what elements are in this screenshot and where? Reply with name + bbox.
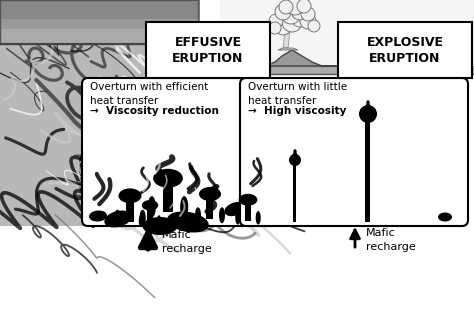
- Text: EFFUSIVE
ERUPTION: EFFUSIVE ERUPTION: [173, 35, 244, 64]
- Ellipse shape: [143, 217, 177, 235]
- Circle shape: [282, 12, 302, 32]
- FancyBboxPatch shape: [146, 22, 270, 78]
- Text: Overturn with efficient
heat transfer: Overturn with efficient heat transfer: [90, 82, 208, 106]
- Circle shape: [297, 0, 311, 13]
- Ellipse shape: [157, 215, 161, 227]
- Polygon shape: [278, 48, 298, 50]
- Bar: [207, 194, 213, 219]
- Text: Overturn with little
heat transfer: Overturn with little heat transfer: [248, 82, 347, 106]
- Bar: [293, 160, 297, 222]
- Ellipse shape: [167, 211, 209, 232]
- Bar: [0, 0, 200, 226]
- Ellipse shape: [195, 207, 201, 223]
- Ellipse shape: [142, 200, 158, 210]
- Ellipse shape: [148, 196, 156, 218]
- Bar: [365, 114, 371, 222]
- Ellipse shape: [438, 212, 452, 221]
- Text: EXPLOSIVE
ERUPTION: EXPLOSIVE ERUPTION: [366, 35, 444, 64]
- Ellipse shape: [180, 196, 188, 218]
- Bar: [0, 0, 200, 44]
- Ellipse shape: [153, 169, 183, 188]
- Circle shape: [291, 2, 309, 20]
- Ellipse shape: [255, 211, 261, 224]
- Ellipse shape: [139, 210, 146, 226]
- Circle shape: [286, 0, 304, 15]
- FancyBboxPatch shape: [240, 78, 468, 226]
- Ellipse shape: [238, 194, 257, 206]
- Circle shape: [269, 22, 281, 34]
- Circle shape: [274, 17, 292, 35]
- Bar: [127, 196, 134, 222]
- Circle shape: [289, 154, 301, 166]
- Bar: [245, 200, 251, 221]
- Text: →  High viscosity: → High viscosity: [248, 106, 346, 116]
- Ellipse shape: [118, 188, 142, 203]
- Bar: [147, 205, 153, 224]
- Circle shape: [291, 9, 309, 27]
- Ellipse shape: [139, 215, 143, 227]
- Text: Mafic
recharge: Mafic recharge: [162, 230, 212, 254]
- Bar: [0, 0, 200, 19]
- Circle shape: [281, 4, 301, 24]
- Bar: [220, 66, 474, 74]
- Polygon shape: [245, 50, 340, 66]
- Circle shape: [308, 20, 320, 32]
- Circle shape: [279, 0, 293, 14]
- FancyBboxPatch shape: [338, 22, 472, 78]
- Bar: [163, 178, 173, 212]
- Circle shape: [300, 13, 316, 29]
- Text: →  Viscosity reduction: → Viscosity reduction: [90, 106, 219, 116]
- Ellipse shape: [199, 187, 221, 201]
- FancyBboxPatch shape: [82, 78, 277, 226]
- Ellipse shape: [224, 202, 246, 216]
- Ellipse shape: [89, 210, 107, 221]
- Ellipse shape: [235, 211, 240, 224]
- Ellipse shape: [114, 210, 120, 226]
- Ellipse shape: [219, 207, 225, 223]
- Circle shape: [275, 4, 291, 20]
- Bar: [220, 0, 474, 74]
- Circle shape: [269, 14, 283, 28]
- Polygon shape: [283, 4, 293, 48]
- Circle shape: [359, 105, 377, 123]
- Circle shape: [301, 7, 315, 21]
- Bar: [0, 0, 200, 29]
- Text: Mafic
recharge: Mafic recharge: [366, 228, 416, 252]
- Ellipse shape: [104, 210, 132, 227]
